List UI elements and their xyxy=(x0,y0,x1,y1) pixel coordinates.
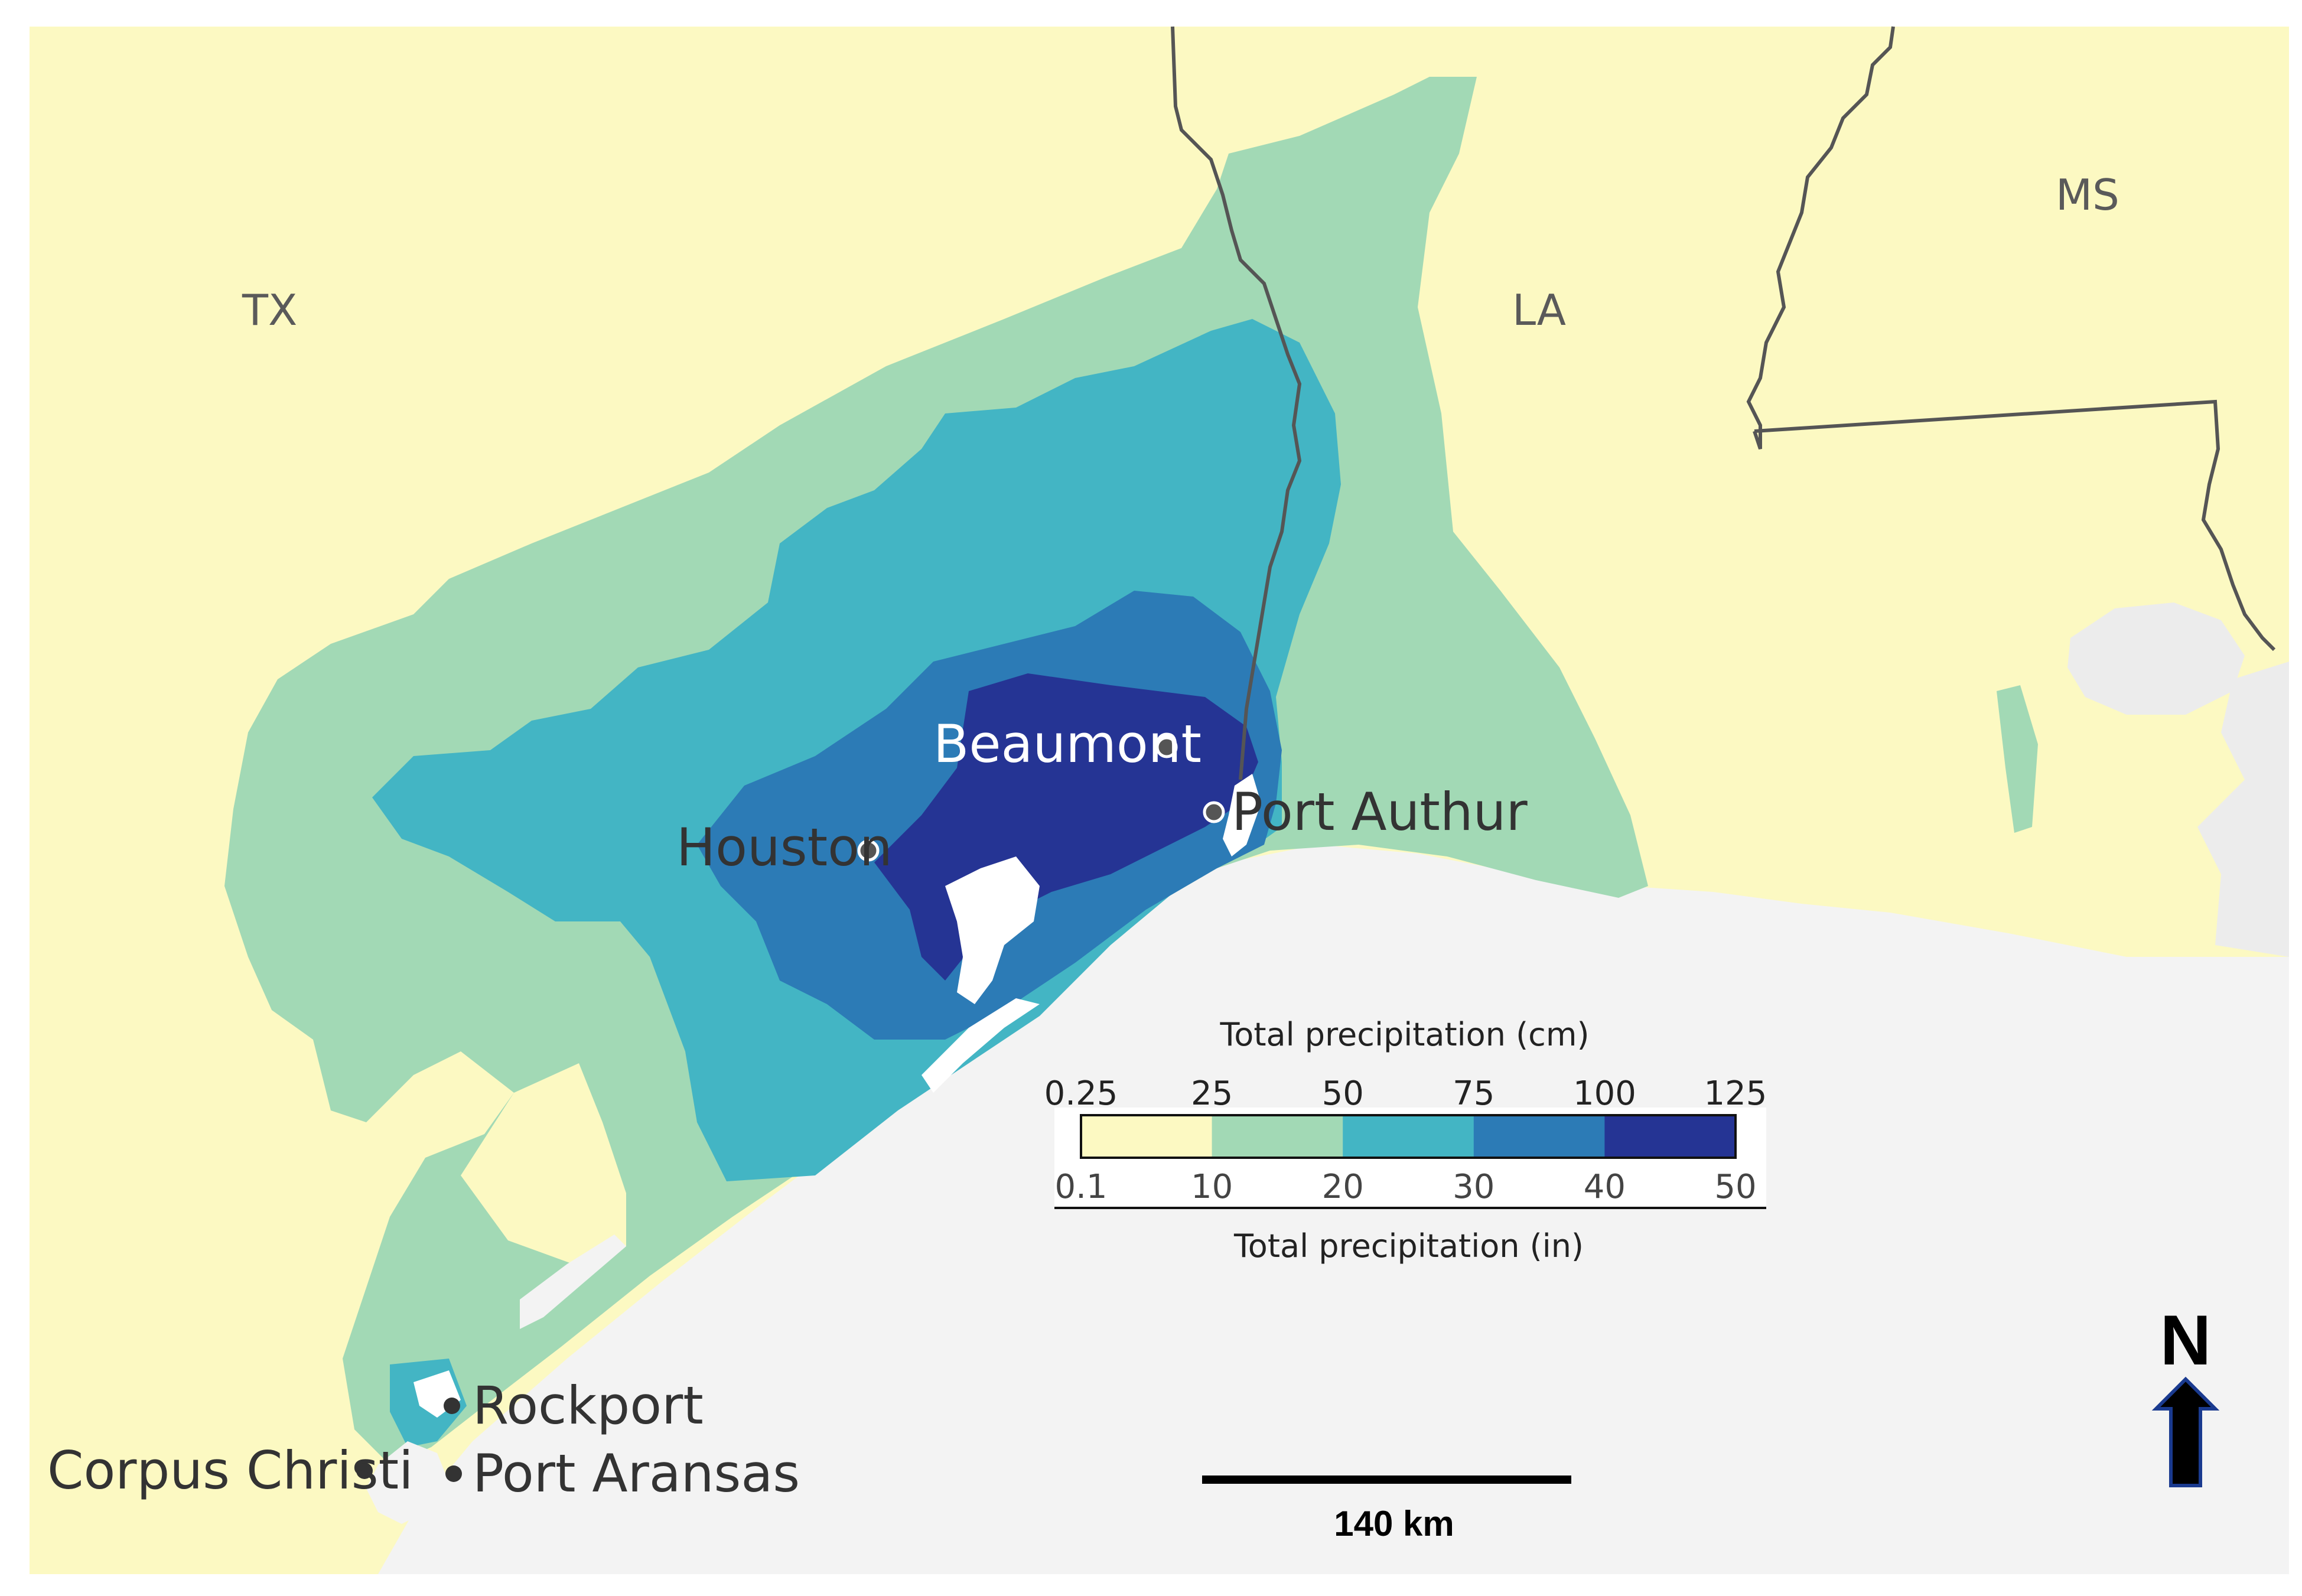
legend-cm-tick-0: 0.25 xyxy=(1044,1074,1118,1113)
legend-in-tick-5: 50 xyxy=(1714,1168,1756,1206)
scale-bar: 140 km xyxy=(1202,1476,1571,1543)
state-label-tx: TX xyxy=(242,285,297,335)
legend-cm-tick-2: 50 xyxy=(1322,1074,1364,1113)
galveston-bay xyxy=(945,856,1040,1004)
north-arrow-icon xyxy=(2151,1376,2220,1487)
legend-cm-tick-5: 125 xyxy=(1704,1074,1767,1113)
city-label-rockport: Rockport xyxy=(473,1375,704,1436)
galveston-island xyxy=(922,998,1040,1093)
legend-in-tick-1: 10 xyxy=(1191,1168,1233,1206)
city-marker-beaumont xyxy=(1155,736,1178,758)
city-marker-port-aransas xyxy=(445,1465,462,1482)
corpus-christi-bay xyxy=(366,1441,449,1524)
state-label-ms: MS xyxy=(2056,170,2119,220)
legend-in-ticks: 0.1 10 20 30 40 50 xyxy=(1054,1168,1756,1206)
city-label-corpus-christi: Corpus Christi xyxy=(47,1440,413,1501)
city-marker-port-authur xyxy=(1203,801,1225,823)
legend-bin-1 xyxy=(1212,1115,1343,1158)
cities: Beaumont Port Authur Houston Rockport Co… xyxy=(47,714,1528,1504)
city-label-houston: Houston xyxy=(676,817,893,878)
city-label-beaumont: Beaumont xyxy=(933,714,1202,774)
legend-in-tick-3: 30 xyxy=(1453,1168,1494,1206)
city-marker-rockport xyxy=(444,1398,460,1414)
city-marker-corpus-christi xyxy=(356,1463,373,1479)
sabine-lake xyxy=(1223,774,1261,856)
legend-title-cm: Total precipitation (cm) xyxy=(1219,1016,1589,1053)
legend-in-tick-0: 0.1 xyxy=(1054,1168,1107,1206)
legend-cm-tick-3: 75 xyxy=(1453,1074,1494,1113)
legend-bin-2 xyxy=(1343,1115,1474,1158)
la-ms-border xyxy=(1746,26,1895,450)
state-borders xyxy=(1171,26,2276,780)
legend: Total precipitation (cm) 0.25 25 50 75 100 12… xyxy=(1044,1016,1767,1265)
matagorda-bay xyxy=(520,1235,626,1329)
legend-bin-0 xyxy=(1081,1115,1213,1158)
tx-la-border xyxy=(1171,26,1302,780)
land-gap-south-tx xyxy=(461,1063,626,1264)
legend-cm-ticks: 0.25 25 50 75 100 125 xyxy=(1044,1074,1767,1113)
precip-zone-10-20-la xyxy=(1997,685,2038,833)
city-marker-houston xyxy=(857,839,880,862)
city-label-port-aransas: Port Aransas xyxy=(473,1443,800,1504)
scale-bar-label: 140 km xyxy=(1334,1504,1454,1543)
la-marsh-water xyxy=(2197,662,2289,957)
city-label-port-authur: Port Authur xyxy=(1232,781,1528,842)
legend-title-in: Total precipitation (in) xyxy=(1233,1227,1584,1265)
legend-cm-tick-1: 25 xyxy=(1191,1074,1233,1113)
north-arrow: N xyxy=(2151,1301,2220,1487)
la-ms-border-east xyxy=(1754,399,2276,652)
gulf-of-mexico xyxy=(378,845,2289,1574)
legend-bin-4 xyxy=(1604,1115,1736,1158)
legend-bin-3 xyxy=(1473,1115,1605,1158)
north-label: N xyxy=(2160,1301,2212,1380)
legend-in-tick-2: 20 xyxy=(1322,1168,1364,1206)
lake-pontchartrain xyxy=(2067,602,2245,715)
legend-in-tick-4: 40 xyxy=(1584,1168,1626,1206)
legend-bar-outline xyxy=(1080,1114,1737,1159)
legend-cm-tick-4: 100 xyxy=(1573,1074,1636,1113)
state-label-la: LA xyxy=(1512,285,1566,335)
legend-color-bins xyxy=(1081,1115,1736,1158)
